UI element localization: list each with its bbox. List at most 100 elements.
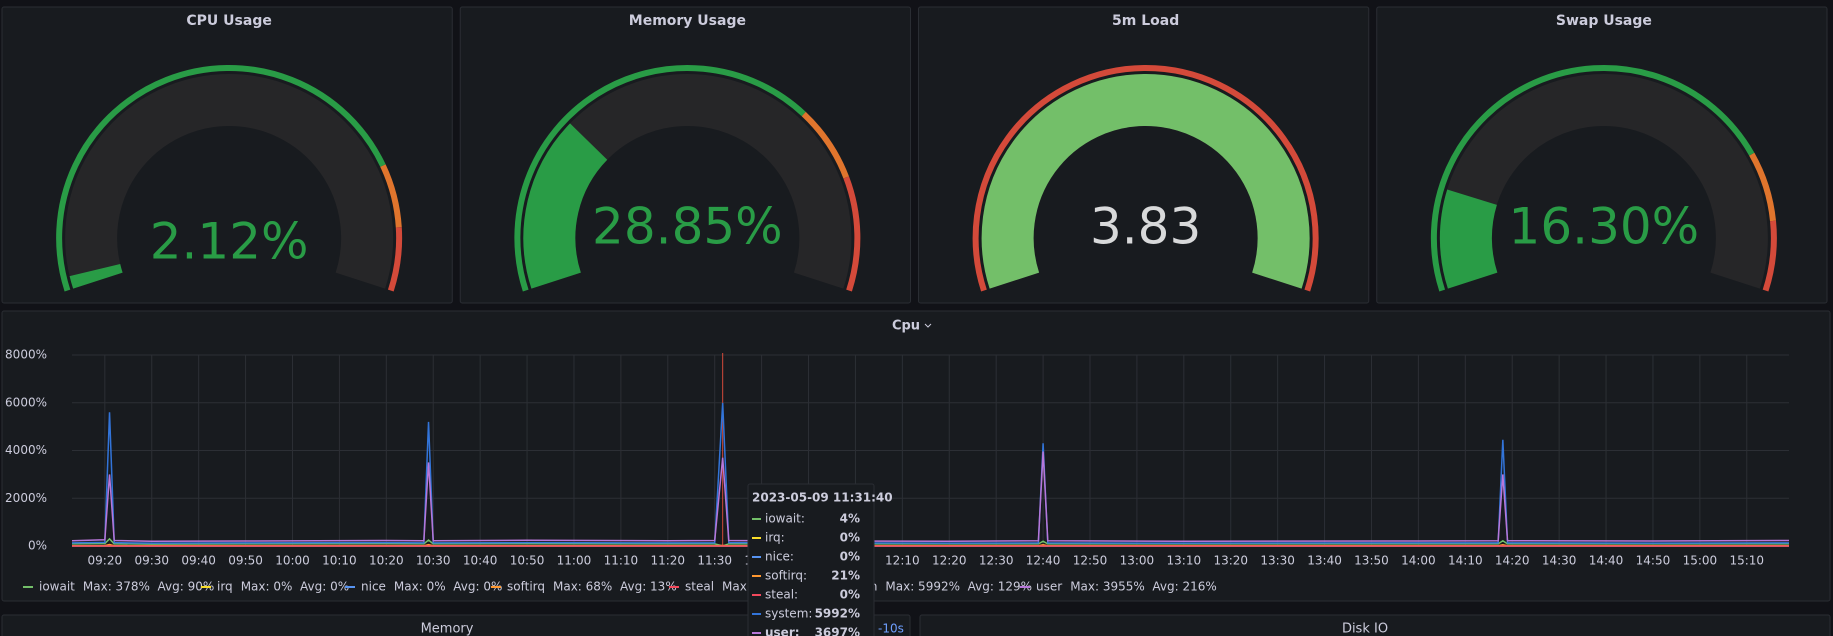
tooltip-name: user: [765,626,800,636]
series-line [71,451,1790,542]
gauge-title: CPU Usage [186,13,271,29]
x-tick-label: 11:20 [650,554,685,568]
gauge-title: Memory Usage [629,13,746,29]
gauge-track [65,74,394,289]
tooltip-value: 5992% [815,607,860,621]
x-tick-label: 12:40 [1026,554,1061,568]
x-tick-label: 14:10 [1448,554,1483,568]
x-tick-label: 14:20 [1495,554,1530,568]
gauge-fill [69,263,123,289]
x-tick-label: 10:20 [369,554,404,568]
gauge-fill [981,74,1310,289]
cpu-title[interactable]: Cpu [892,319,920,334]
x-tick-label: 10:00 [275,554,310,568]
threshold-band [843,176,861,292]
tooltip-value: 4% [840,512,860,526]
gauge-title: 5m Load [1112,13,1179,29]
threshold-band [514,65,806,292]
legend-name[interactable]: steal [685,580,714,594]
refresh-indicator: -10s [878,622,904,636]
x-tick-label: 09:40 [181,554,216,568]
x-tick-label: 11:00 [557,554,592,568]
x-tick-label: 12:10 [885,554,920,568]
tooltip-time: 2023-05-09 11:31:40 [752,491,893,505]
y-tick-label: 6000% [5,395,47,409]
legend-name[interactable]: nice [361,580,386,594]
gauge-value: 28.85% [592,198,783,256]
tooltip-value: 0% [840,531,860,545]
threshold-band [380,164,402,228]
y-tick-label: 4000% [5,443,47,457]
x-tick-label: 12:30 [979,554,1014,568]
x-tick-label: 13:10 [1167,554,1202,568]
x-tick-label: 10:50 [510,554,545,568]
y-tick-label: 8000% [5,348,47,362]
disk-title: Disk IO [1342,622,1388,636]
legend-stats: Max: 68% Avg: 13% [553,580,677,594]
legend-name[interactable]: irq [217,580,233,594]
x-tick-label: 09:20 [88,554,123,568]
tooltip-name: steal: [765,588,798,602]
x-tick-label: 09:50 [228,554,263,568]
x-tick-label: 09:30 [134,554,169,568]
memory-title: Memory [421,622,474,636]
legend-stats: Max: 0% Avg: 0% [241,580,349,594]
tooltip-value: 3697% [815,626,860,636]
tooltip-name: irq: [765,531,785,545]
tooltip-name: softirq: [765,569,807,583]
tooltip-value: 0% [840,550,860,564]
tooltip-name: iowait: [765,512,805,526]
y-tick-label: 0% [28,539,47,553]
tooltip [747,483,875,636]
x-tick-label: 13:50 [1354,554,1389,568]
x-tick-label: 11:30 [697,554,732,568]
memory-panel [1,614,911,636]
chevron [924,323,932,328]
x-tick-label: 13:40 [1307,554,1342,568]
gauge-value: 16.30% [1509,198,1700,256]
x-tick-label: 12:50 [1073,554,1108,568]
x-tick-label: 15:00 [1683,554,1718,568]
legend-stats: Max: 0% Avg: 0% [394,580,502,594]
legend-stats: Max: 5992% Avg: 129% [885,580,1032,594]
x-tick-label: 14:50 [1636,554,1671,568]
threshold-band [972,65,1319,292]
x-tick-label: 14:40 [1589,554,1624,568]
x-tick-label: 12:20 [932,554,967,568]
tooltip-value: 21% [831,569,860,583]
cpu-panel [1,310,1831,602]
threshold-band [56,65,386,292]
threshold-band [801,111,850,179]
threshold-band [1762,220,1777,292]
x-tick-label: 14:30 [1542,554,1577,568]
tooltip-name: system: [765,607,812,621]
legend-name[interactable]: softirq [507,580,545,594]
gauge-fill [1439,189,1498,289]
threshold-band [387,227,403,292]
x-tick-label: 10:40 [463,554,498,568]
x-tick-label: 10:10 [322,554,357,568]
series-line [71,402,1790,544]
x-tick-label: 14:00 [1401,554,1436,568]
legend-name[interactable]: iowait [39,580,75,594]
gauge-value: 3.83 [1090,198,1201,256]
x-tick-label: 10:30 [416,554,451,568]
x-tick-label: 13:30 [1260,554,1295,568]
x-tick-label: 11:10 [604,554,639,568]
disk-panel [919,614,1831,636]
tooltip-value: 0% [840,588,860,602]
legend-name[interactable]: user [1036,580,1062,594]
x-tick-label: 13:00 [1120,554,1155,568]
y-tick-label: 2000% [5,491,47,505]
gauge-value: 2.12% [150,213,309,271]
gauge-fill [523,123,608,289]
tooltip-name: nice: [765,550,794,564]
threshold-band [1749,152,1777,222]
x-tick-label: 13:20 [1213,554,1248,568]
threshold-band [1430,65,1755,292]
x-tick-label: 15:10 [1729,554,1764,568]
legend-stats: Max: 378% Avg: 90% [83,580,214,594]
legend-stats: Max: 3955% Avg: 216% [1070,580,1217,594]
